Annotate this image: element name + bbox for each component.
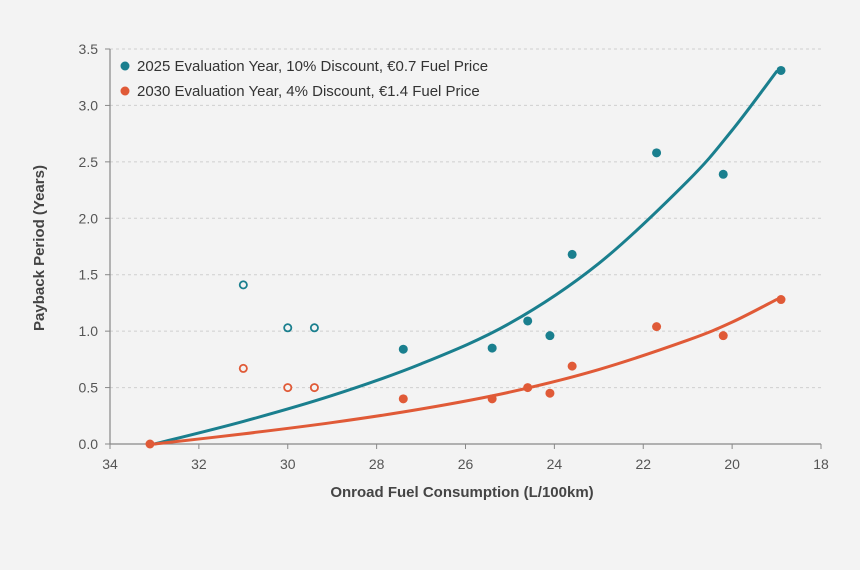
y-tick-label-1: 0.5 [79,380,99,396]
x-tick-label-2: 30 [280,456,296,472]
axes [105,48,822,449]
x-tick-label-3: 28 [369,456,385,472]
open-point-s0-2 [309,323,319,333]
open-point-s0-0 [238,280,248,290]
legend-label-2030: 2030 Evaluation Year, 4% Discount, €1.4 … [137,83,480,100]
filled-point-s0-7 [776,65,786,75]
filled-point-s1-8 [776,295,786,305]
x-tick-label-4: 26 [458,456,474,472]
filled-point-s1-7 [718,331,728,341]
filled-point-s0-1 [487,343,497,353]
y-axis-title: Payback Period (Years) [31,165,48,331]
trendlines [152,70,779,446]
filled-point-s1-1 [398,394,408,404]
legend-label-2025: 2025 Evaluation Year, 10% Discount, €0.7… [137,58,488,75]
legend: 2025 Evaluation Year, 10% Discount, €0.7… [120,58,488,100]
filled-point-s0-2 [523,316,533,326]
tick-labels: 34 32 30 28 26 24 22 20 18 0.0 0.5 1.0 1.5 2.0 2.5 3.0 3… [79,41,829,472]
y-tick-label-0: 0.0 [79,436,99,452]
data-points [145,65,786,449]
y-tick-label-7: 3.5 [79,41,99,57]
x-tick-label-0: 34 [102,456,118,472]
filled-point-s1-4 [545,388,555,398]
x-tick-label-6: 22 [635,456,651,472]
filled-point-s0-4 [567,249,577,259]
open-point-s1-0 [238,363,248,373]
open-point-s0-1 [283,323,293,333]
y-tick-label-6: 3.0 [79,97,99,113]
x-tick-label-5: 24 [547,456,563,472]
x-axis-title: Onroad Fuel Consumption (L/100km) [330,484,593,501]
filled-point-s0-5 [652,148,662,158]
filled-point-s0-3 [545,331,555,341]
filled-point-s1-2 [487,394,497,404]
trendline-series-0 [152,70,779,446]
x-tick-label-1: 32 [191,456,207,472]
y-tick-label-4: 2.0 [79,210,99,226]
filled-point-s0-6 [718,169,728,179]
x-tick-label-8: 18 [813,456,829,472]
open-point-s1-1 [283,383,293,393]
open-point-s1-2 [309,383,319,393]
filled-point-s1-0 [145,439,155,449]
legend-marker-2025 [120,61,130,71]
filled-point-s1-5 [567,361,577,371]
y-tick-label-3: 1.5 [79,267,99,283]
x-tick-label-7: 20 [724,456,740,472]
grid-lines [110,48,821,389]
filled-point-s1-6 [652,322,662,332]
filled-point-s0-0 [398,344,408,354]
y-tick-label-2: 1.0 [79,323,99,339]
filled-point-s1-3 [523,383,533,393]
y-tick-label-5: 2.5 [79,154,99,170]
legend-marker-2030 [120,86,130,96]
trendline-series-1 [152,298,779,446]
